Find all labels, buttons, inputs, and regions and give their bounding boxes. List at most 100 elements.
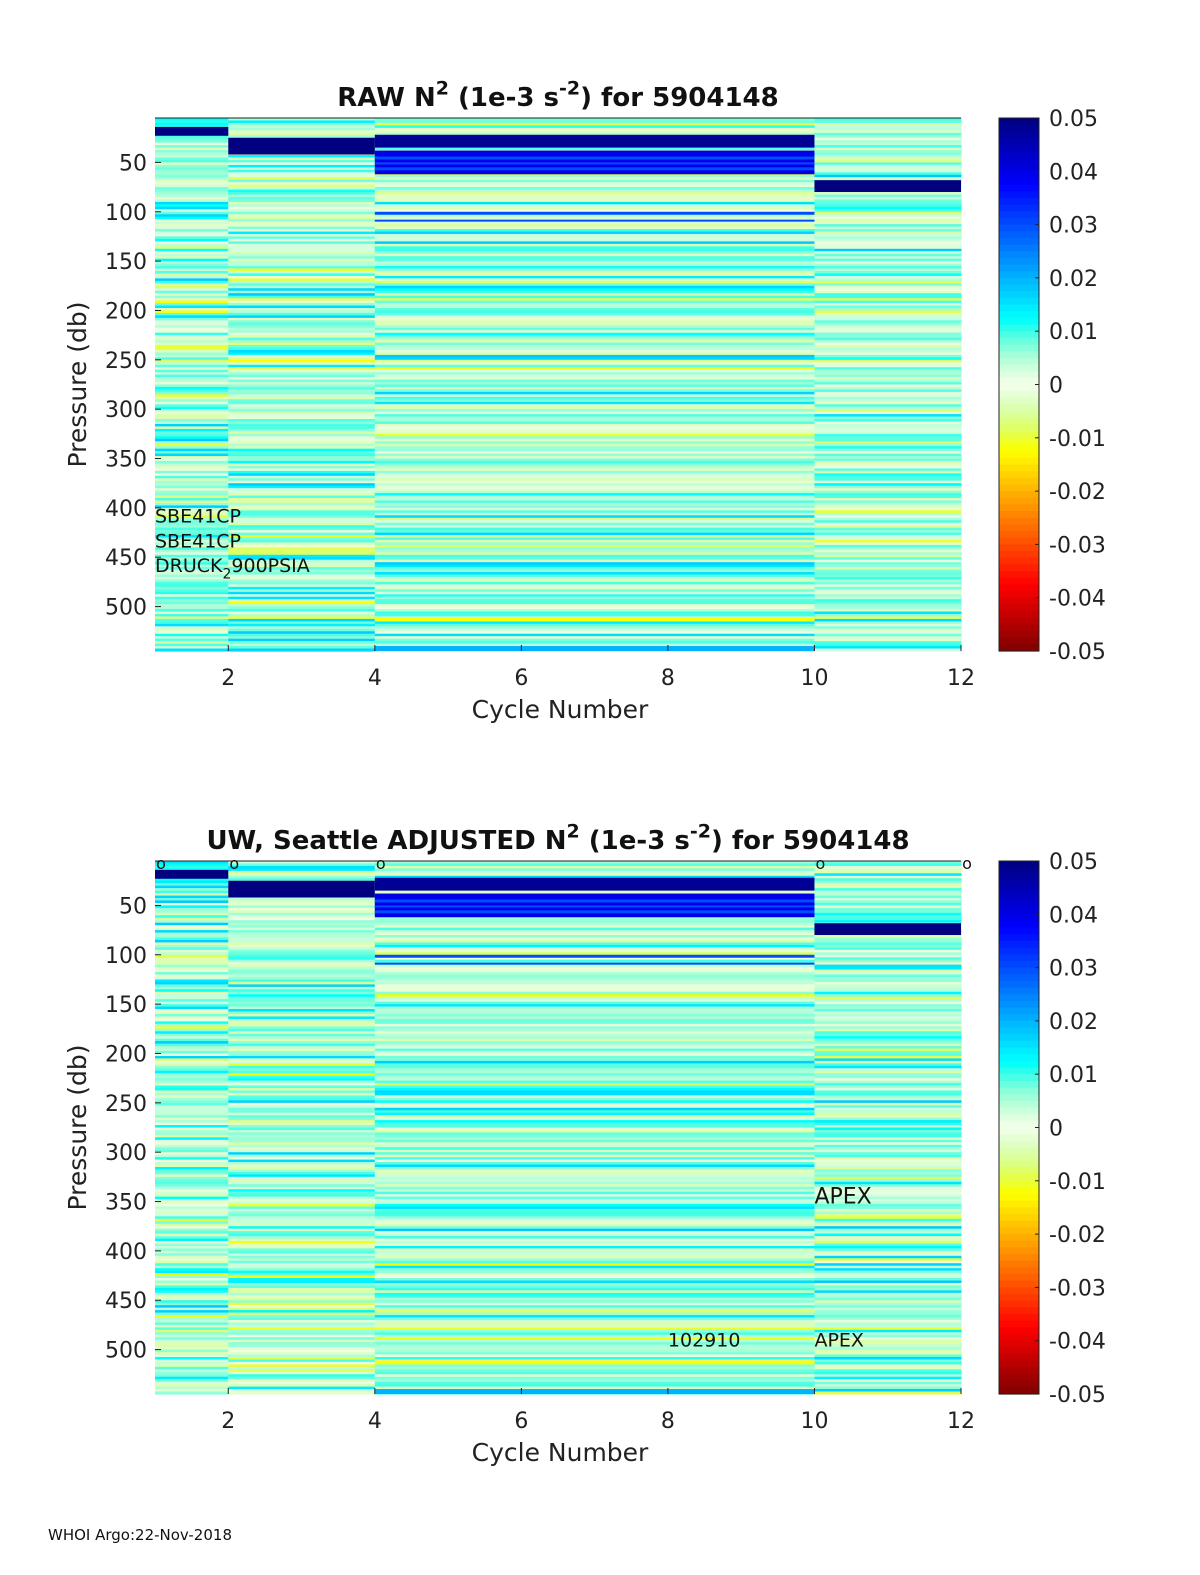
heatmap-cell: [155, 1371, 229, 1375]
heatmap-cell: [374, 1344, 815, 1348]
heatmap-cell: [814, 456, 962, 460]
colorbar-swatch: [999, 391, 1039, 399]
heatmap-cell: [814, 1055, 962, 1060]
heatmap-cell: [814, 1389, 962, 1393]
heatmap-cell: [814, 537, 962, 541]
heatmap-cell: [814, 1332, 962, 1336]
y-tick-label: 300: [105, 398, 147, 423]
colorbar-swatch: [999, 344, 1039, 352]
heatmap-cell: [374, 932, 815, 936]
heatmap-cell: [155, 251, 229, 255]
heatmap-cell: [374, 495, 815, 499]
heatmap-cell: [155, 515, 229, 519]
heatmap-cell: [155, 572, 229, 576]
heatmap-cell: [814, 638, 962, 642]
heatmap-cell: [814, 268, 962, 272]
heatmap-cell: [228, 606, 376, 610]
colorbar-tick-label: -0.01: [1049, 427, 1106, 452]
heatmap-cell: [155, 935, 229, 939]
colorbar-swatch: [999, 1374, 1039, 1382]
heatmap-cell: [374, 238, 815, 242]
heatmap-cell: [374, 1199, 815, 1203]
heatmap-cell: [814, 937, 962, 941]
heatmap-cell: [228, 389, 376, 393]
heatmap-cell: [155, 312, 229, 317]
heatmap-cell: [814, 917, 962, 921]
chart-title-part: UW, Seattle ADJUSTED N: [206, 826, 566, 856]
heatmap-cell: [814, 1366, 962, 1370]
heatmap-cell: [228, 428, 376, 432]
x-tick-label: 10: [800, 666, 828, 691]
heatmap-cell: [228, 372, 376, 376]
heatmap-cell: [155, 470, 229, 474]
heatmap-cell: [814, 1349, 962, 1353]
heatmap-cell: [155, 1258, 229, 1262]
heatmap-cell: [814, 974, 962, 978]
heatmap-cell: [374, 1100, 815, 1104]
annotation-label-part: SBE41CP: [155, 506, 241, 528]
colorbar-swatch: [999, 171, 1039, 179]
heatmap-cell: [374, 599, 815, 603]
heatmap-cell: [374, 643, 815, 647]
heatmap-cell: [228, 483, 376, 487]
heatmap-cell: [374, 967, 815, 971]
heatmap-cell: [155, 298, 229, 302]
heatmap-cell: [155, 152, 229, 156]
heatmap-cell: [228, 1290, 376, 1294]
heatmap-cell: [814, 888, 962, 892]
heatmap-cell: [374, 1300, 815, 1304]
colorbar-tick-label: -0.05: [1049, 640, 1106, 665]
heatmap-cell: [155, 604, 229, 608]
heatmap-cell: [228, 535, 376, 539]
heatmap-cell: [155, 502, 229, 507]
heatmap-cell: [374, 349, 815, 354]
heatmap-cell: [374, 498, 815, 502]
heatmap-cell: [228, 231, 376, 235]
heatmap-cell: [228, 527, 376, 531]
heatmap-cell: [228, 345, 376, 349]
heatmap-cell: [374, 1270, 815, 1274]
colorbar-swatch: [999, 531, 1039, 539]
heatmap-cell: [155, 633, 229, 637]
heatmap-cell: [155, 498, 229, 502]
heatmap-cell: [814, 1046, 962, 1050]
heatmap-cell: [228, 547, 376, 551]
heatmap-cell: [228, 1122, 376, 1126]
heatmap-cell: [155, 559, 229, 563]
heatmap-cell: [155, 145, 229, 149]
heatmap-cell: [228, 552, 376, 556]
heatmap-cell: [155, 1169, 229, 1173]
heatmap-cell: [814, 1361, 962, 1365]
heatmap-cell: [155, 441, 229, 445]
heatmap-cell: [814, 1347, 962, 1351]
heatmap-cell: [814, 431, 962, 435]
heatmap-cell: [155, 609, 229, 613]
heatmap-cell: [374, 1369, 815, 1373]
heatmap-cell: [228, 423, 376, 428]
colorbar-swatch: [999, 1107, 1039, 1115]
heatmap-cell: [155, 1097, 229, 1101]
heatmap-cell: [228, 1152, 376, 1156]
heatmap-cell: [374, 875, 815, 879]
heatmap-cell: [814, 1329, 962, 1333]
heatmap-cell: [814, 295, 962, 299]
heatmap-cell: [155, 594, 229, 598]
heatmap-cell: [374, 1231, 815, 1235]
heatmap-cell: [374, 1250, 815, 1254]
heatmap-cell: [374, 1122, 815, 1126]
heatmap-cell: [374, 1112, 815, 1116]
heatmap-cell: [374, 1058, 815, 1062]
heatmap-cell: [155, 1063, 229, 1067]
heatmap-cell: [814, 1278, 962, 1282]
heatmap-cell: [155, 394, 229, 398]
heatmap-cell: [374, 1142, 815, 1146]
colorbar-tick-label: 0.04: [1049, 160, 1098, 185]
heatmap-cell: [814, 986, 962, 990]
heatmap-cell: [155, 1332, 229, 1336]
heatmap-cell: [155, 1211, 229, 1215]
heatmap-cell: [228, 1307, 376, 1311]
heatmap-cell: [228, 1092, 376, 1097]
heatmap-cell: [374, 384, 815, 388]
heatmap-cell: [814, 868, 962, 872]
heatmap-cell: [814, 1315, 962, 1319]
